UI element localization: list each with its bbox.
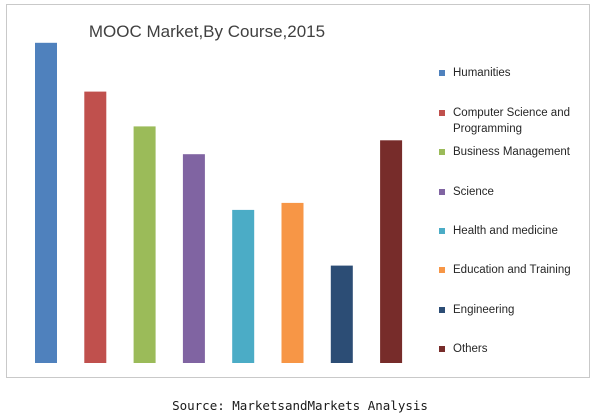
legend-swatch	[439, 110, 445, 116]
bar-business-management	[133, 126, 156, 364]
bar-others	[380, 140, 403, 363]
legend-label: Education and Training	[453, 264, 571, 276]
bar-computer-science-and-programming	[84, 91, 107, 363]
legend-swatch	[439, 70, 445, 76]
legend-label: Business Management	[453, 146, 570, 158]
plot-area	[35, 42, 403, 364]
bar-engineering	[330, 265, 353, 363]
legend-swatch	[439, 149, 445, 155]
legend-label: Health and medicine	[453, 225, 558, 237]
legend-label: Computer Science and Programming	[453, 107, 570, 135]
bar-science	[182, 154, 205, 363]
legend-swatch	[439, 189, 445, 195]
bar-health-and-medicine	[232, 209, 255, 363]
legend-swatch	[439, 228, 445, 234]
bars-group	[35, 42, 403, 364]
legend-label: Science	[453, 186, 494, 198]
legend-label: Humanities	[453, 67, 511, 79]
legend-swatch	[439, 346, 445, 352]
chart-frame: MOOC Market,By Course,2015 Humanities Com…	[6, 4, 590, 378]
legend-swatch	[439, 267, 445, 273]
legend-swatch	[439, 307, 445, 313]
legend-label: Engineering	[453, 304, 515, 316]
bar-humanities	[35, 42, 57, 364]
source-note: Source: MarketsandMarkets Analysis	[172, 398, 428, 413]
chart-title: MOOC Market,By Course,2015	[88, 22, 326, 41]
legend-label: Others	[453, 343, 488, 355]
bar-education-and-training	[281, 202, 304, 363]
